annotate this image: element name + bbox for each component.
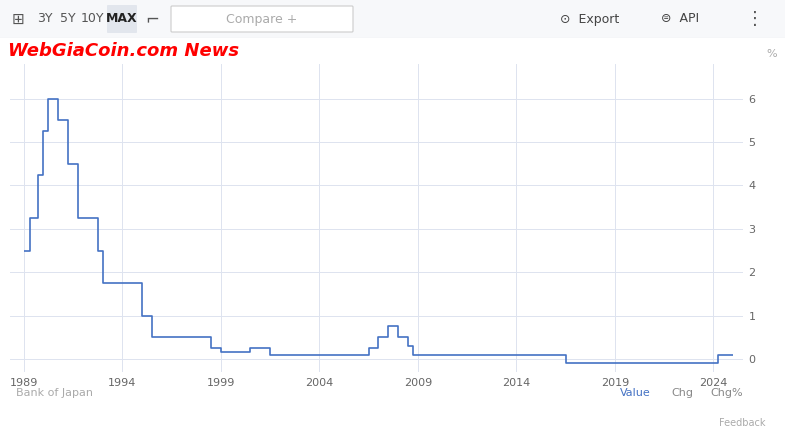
Text: ⊞: ⊞ <box>12 12 24 26</box>
Text: Value: Value <box>620 388 651 398</box>
Text: ⊜  API: ⊜ API <box>661 13 699 25</box>
FancyBboxPatch shape <box>107 5 137 33</box>
Text: Chg: Chg <box>671 388 693 398</box>
Text: MAX: MAX <box>106 13 138 25</box>
Text: Compare +: Compare + <box>226 13 298 25</box>
FancyBboxPatch shape <box>171 6 353 32</box>
Text: %: % <box>766 49 777 59</box>
Text: Feedback: Feedback <box>719 418 765 428</box>
Text: ⊙  Export: ⊙ Export <box>560 13 619 25</box>
Text: ⌐: ⌐ <box>145 10 159 28</box>
Text: 10Y: 10Y <box>80 13 104 25</box>
Text: Bank of Japan: Bank of Japan <box>16 388 93 398</box>
Text: 5Y: 5Y <box>60 13 76 25</box>
Text: WebGiaCoin.com News: WebGiaCoin.com News <box>8 42 239 60</box>
Text: 3Y: 3Y <box>37 13 53 25</box>
Text: Chg%: Chg% <box>710 388 743 398</box>
Text: ⋮: ⋮ <box>746 10 764 28</box>
